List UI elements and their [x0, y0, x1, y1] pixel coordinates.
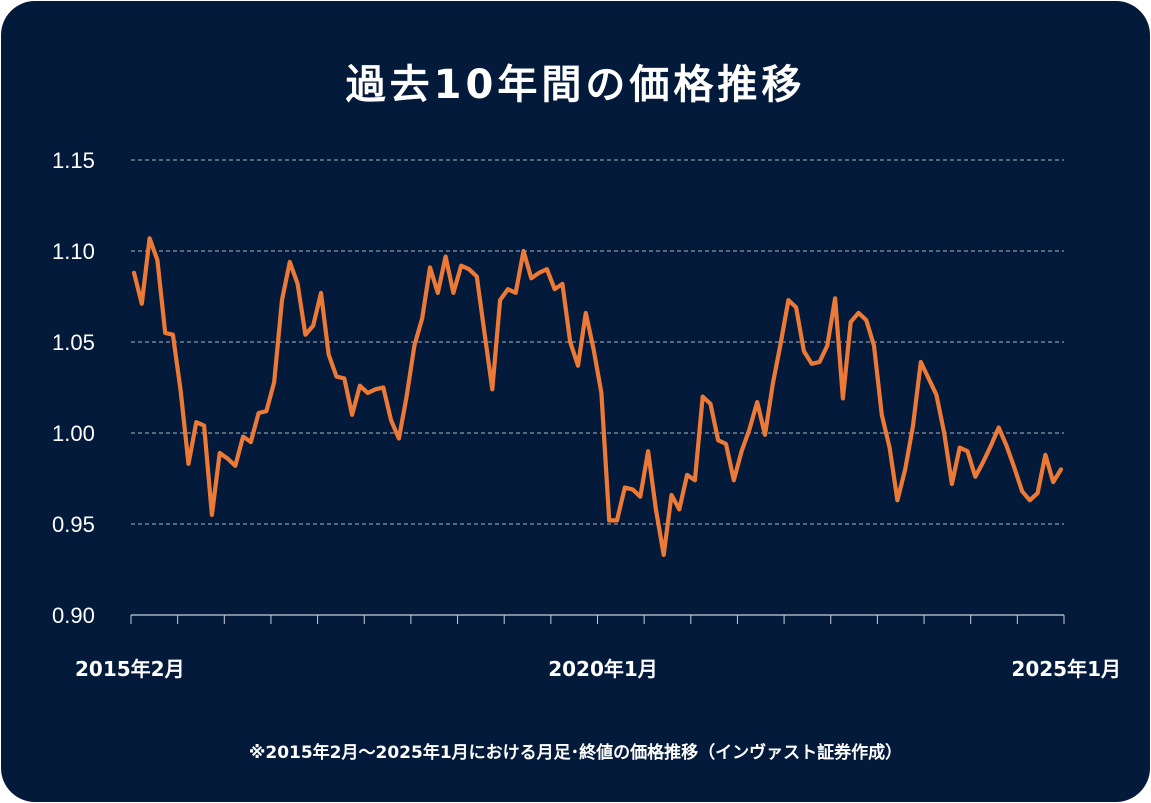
- x-axis-tick-labels: 2015年2月 2020年1月 2025年1月: [75, 657, 1121, 681]
- series-line: [131, 236, 1064, 558]
- y-tick-label: 0.95: [52, 512, 95, 537]
- series-group: [131, 236, 1064, 558]
- x-tick-label: 2025年1月: [1011, 657, 1121, 681]
- y-tick-label: 1.10: [52, 239, 95, 264]
- y-axis-tick-labels: 0.90 0.95 1.00 1.05 1.10 1.15: [52, 148, 95, 628]
- grid-lines: [131, 159, 1064, 525]
- y-tick-label: 1.05: [52, 330, 95, 355]
- x-tick-label: 2015年2月: [75, 657, 185, 681]
- y-tick-label: 1.00: [52, 421, 95, 446]
- footnote: ※2015年2月～2025年1月における月足･終値の価格推移（インヴァスト証券作…: [248, 743, 903, 763]
- chart-title: 過去10年間の価格推移: [345, 62, 806, 108]
- y-tick-label: 1.15: [52, 148, 95, 173]
- x-tick-label: 2020年1月: [548, 657, 658, 681]
- y-tick-label: 0.90: [52, 603, 95, 628]
- x-axis: [130, 614, 1065, 624]
